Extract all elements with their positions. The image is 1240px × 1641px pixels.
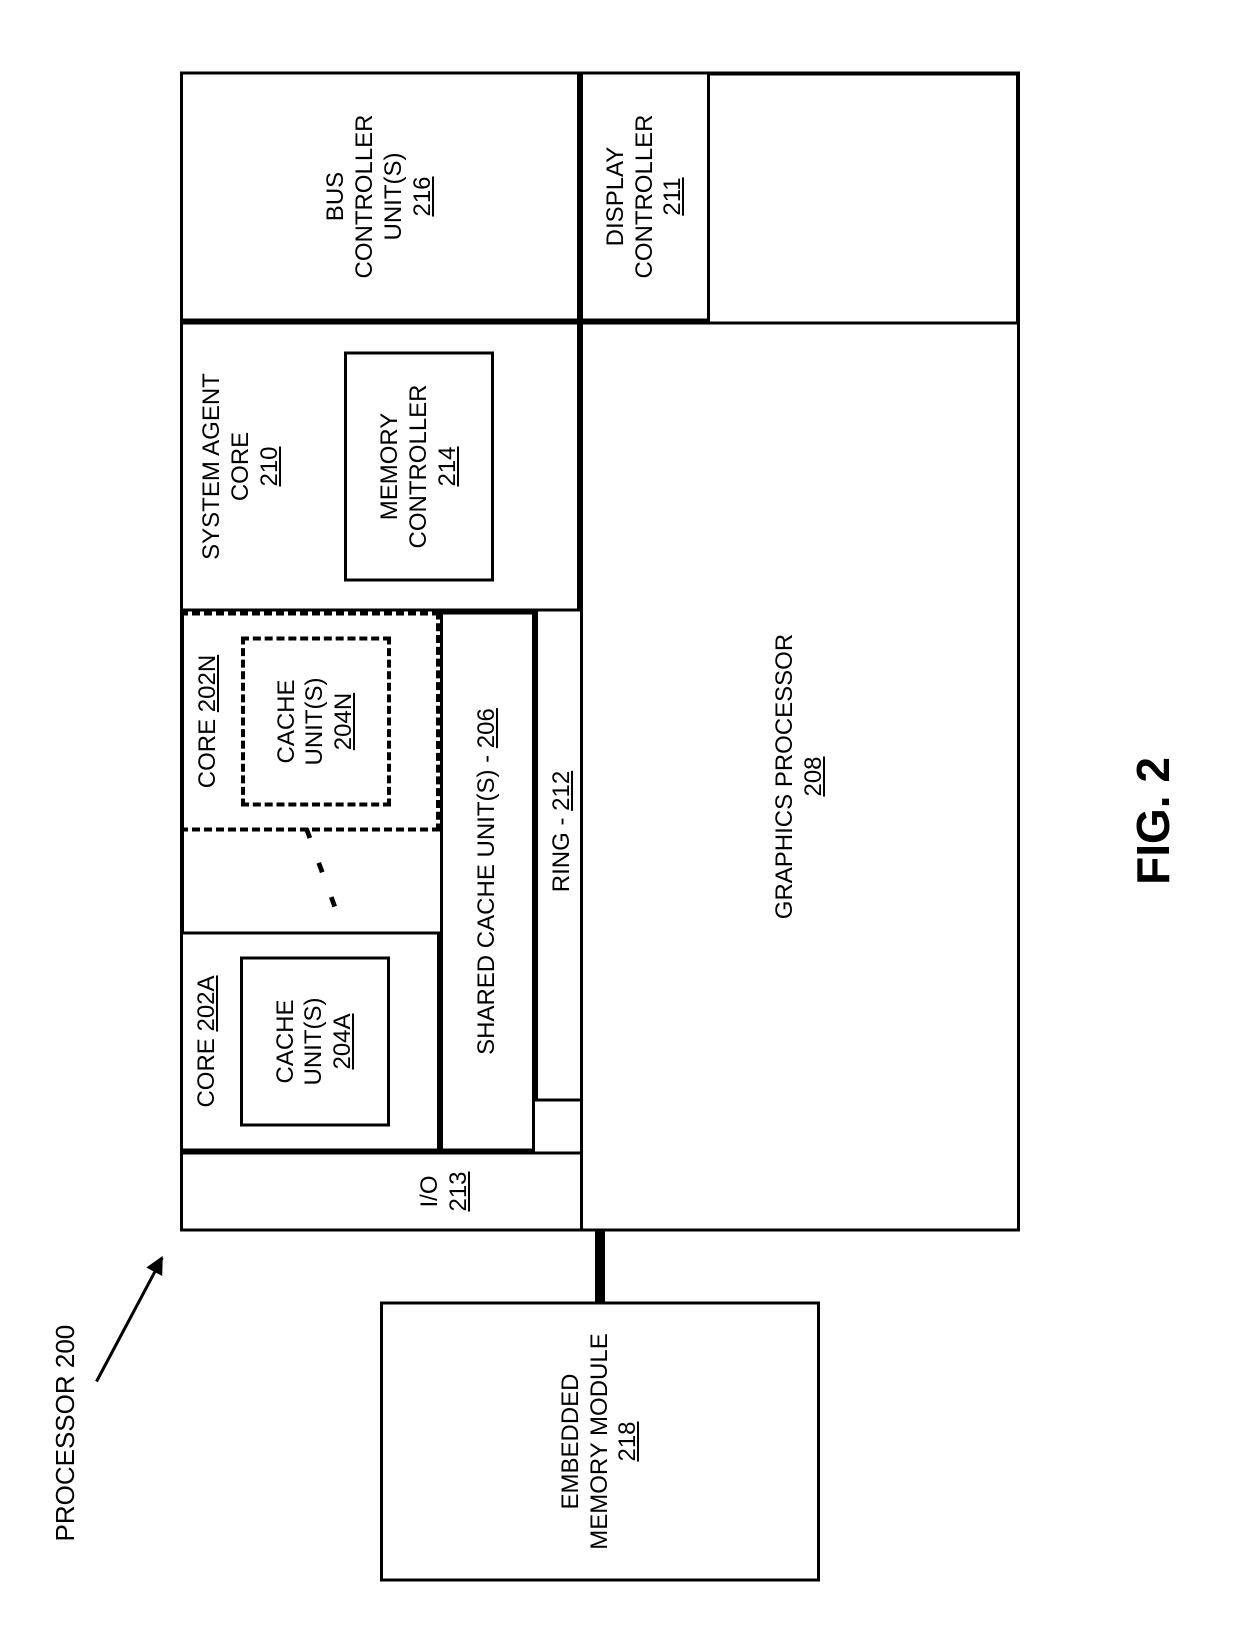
- bus-line1: BUS: [322, 171, 351, 220]
- disp-line2: CONTROLLER: [631, 114, 660, 278]
- ring-ref: 212: [548, 770, 575, 810]
- ring-pre: RING -: [548, 810, 575, 891]
- cache-a-line1: CACHE: [272, 999, 301, 1083]
- shared-cache-ref: 206: [473, 708, 500, 748]
- mc-ref: 214: [434, 446, 463, 486]
- io-ref: 213: [445, 1171, 474, 1211]
- io-label: I/O: [416, 1175, 445, 1207]
- agent-line2: CORE: [227, 431, 256, 500]
- core-a-block: CORE 202A CACHE UNIT(S) 204A: [180, 931, 440, 1151]
- title-text: PROCESSOR 200: [50, 1324, 80, 1541]
- bus-controller-block: BUS CONTROLLER UNIT(S) 216: [180, 71, 580, 321]
- cache-n-block: CACHE UNIT(S) 204N: [241, 636, 391, 806]
- cache-a-ref: 204A: [329, 1013, 358, 1069]
- embedded-memory-ref: 218: [614, 1421, 643, 1461]
- shared-cache-pre: SHARED CACHE UNIT(S) -: [473, 748, 500, 1055]
- core-a-title: CORE 202A: [193, 975, 222, 1107]
- core-n-title: CORE 202N: [194, 654, 223, 787]
- agent-line1: SYSTEM AGENT: [198, 373, 227, 560]
- core-n-ref: 202N: [194, 654, 221, 711]
- core-a-pre: CORE: [193, 1031, 220, 1107]
- cache-n-line2: UNIT(S): [301, 677, 330, 765]
- graphics-processor-block: GRAPHICS PROCESSOR 208: [580, 321, 1020, 1231]
- figure-caption: FIG. 2: [1126, 757, 1180, 885]
- agent-ref: 210: [256, 446, 285, 486]
- ring-label: RING - 212: [548, 770, 577, 891]
- disp-line1: DISPLAY: [602, 146, 631, 246]
- shared-cache-label: SHARED CACHE UNIT(S) - 206: [473, 708, 502, 1055]
- gpu-ref: 208: [800, 756, 829, 796]
- embedded-memory-block: EMBEDDED MEMORY MODULE 218: [380, 1301, 820, 1581]
- embedded-memory-line1: EMBEDDED: [557, 1373, 586, 1509]
- cache-n-ref: 204N: [330, 692, 359, 749]
- cache-a-block: CACHE UNIT(S) 204A: [240, 956, 390, 1126]
- display-controller-block: DISPLAY CONTROLLER 211: [580, 71, 710, 321]
- memory-controller-block: MEMORY CONTROLLER 214: [344, 351, 494, 581]
- bus-line3: UNIT(S): [380, 152, 409, 240]
- gpu-label: GRAPHICS PROCESSOR: [771, 633, 800, 918]
- embedded-memory-line2: MEMORY MODULE: [586, 1333, 615, 1549]
- diagram-title: PROCESSOR 200: [50, 1324, 81, 1541]
- bus-line2: CONTROLLER: [351, 114, 380, 278]
- disp-ref: 211: [659, 177, 688, 215]
- memory-connector-icon: [595, 1231, 605, 1301]
- mc-line1: MEMORY: [376, 412, 405, 520]
- cache-n-line1: CACHE: [273, 679, 302, 763]
- system-agent-block: SYSTEM AGENT CORE 210 MEMORY CONTROLLER …: [180, 321, 580, 611]
- core-n-pre: CORE: [194, 712, 221, 788]
- shared-cache-block: SHARED CACHE UNIT(S) - 206: [440, 611, 535, 1151]
- cache-a-line2: UNIT(S): [300, 997, 329, 1085]
- title-arrow-icon: [95, 1257, 163, 1382]
- mc-line2: CONTROLLER: [405, 384, 434, 548]
- core-n-block: CORE 202N CACHE UNIT(S) 204N: [180, 611, 440, 831]
- bus-ref: 216: [409, 176, 438, 216]
- core-a-ref: 202A: [193, 975, 220, 1031]
- diagram-stage: PROCESSOR 200 EMBEDDED MEMORY MODULE 218…: [0, 0, 1240, 1641]
